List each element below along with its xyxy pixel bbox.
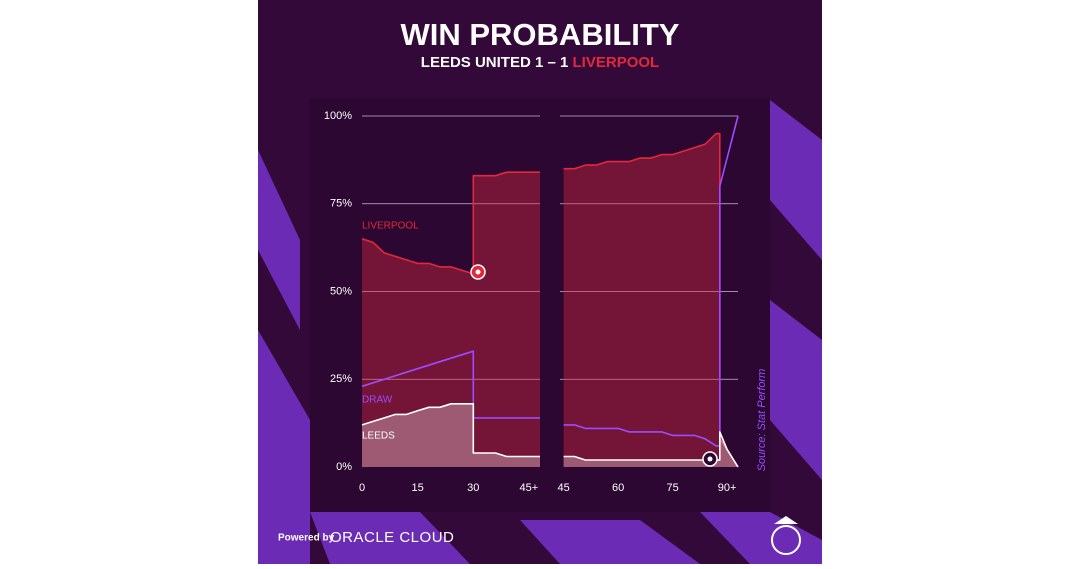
- x-tick-label: 75: [666, 482, 678, 494]
- goal-markers: [470, 264, 718, 467]
- x-tick-label: 30: [467, 482, 479, 494]
- plot: 0% 25% 50% 75% 100% 0 15 30 45+ LIVERPOOL DRAW LEED…: [324, 110, 739, 494]
- title: WIN PROBABILITY: [401, 17, 680, 52]
- area: [362, 172, 540, 467]
- series-label: LIVERPOOL: [362, 221, 419, 232]
- x-tick-label: 45: [558, 482, 570, 494]
- line: [361, 350, 540, 419]
- line: [361, 171, 540, 275]
- y-tick-label: 25%: [330, 373, 352, 385]
- x-tick-label: 0: [359, 482, 365, 494]
- series-label: LEEDS: [362, 431, 395, 442]
- y-tick-label: 75%: [330, 198, 352, 210]
- y-tick-label: 50%: [330, 285, 352, 297]
- line: [563, 431, 739, 468]
- line: [361, 403, 540, 458]
- line: [563, 132, 739, 468]
- brand: ORACLE CLOUD: [330, 529, 454, 546]
- powered-by: Powered by: [278, 533, 335, 544]
- logo: [771, 516, 801, 555]
- x-tick-label: 90+: [718, 482, 737, 494]
- x-tick-label: 15: [412, 482, 424, 494]
- x-tick-label: 45+: [520, 482, 539, 494]
- source: Source: Stat Perform: [756, 369, 768, 472]
- series-label: DRAW: [362, 395, 393, 406]
- area: [362, 403, 540, 467]
- plot-area: [310, 98, 770, 512]
- subtitle-home: LEEDS UNITED 1 – 1: [421, 54, 569, 71]
- area: [563, 133, 738, 467]
- y-tick-label: 0%: [336, 461, 352, 473]
- x-tick-label: 60: [612, 482, 624, 494]
- y-tick-label: 100%: [324, 110, 352, 122]
- subtitle-away: LIVERPOOL: [573, 54, 660, 71]
- decoration: [258, 100, 822, 564]
- subtitle: LEEDS UNITED 1 – 1 LIVERPOOL: [421, 54, 659, 71]
